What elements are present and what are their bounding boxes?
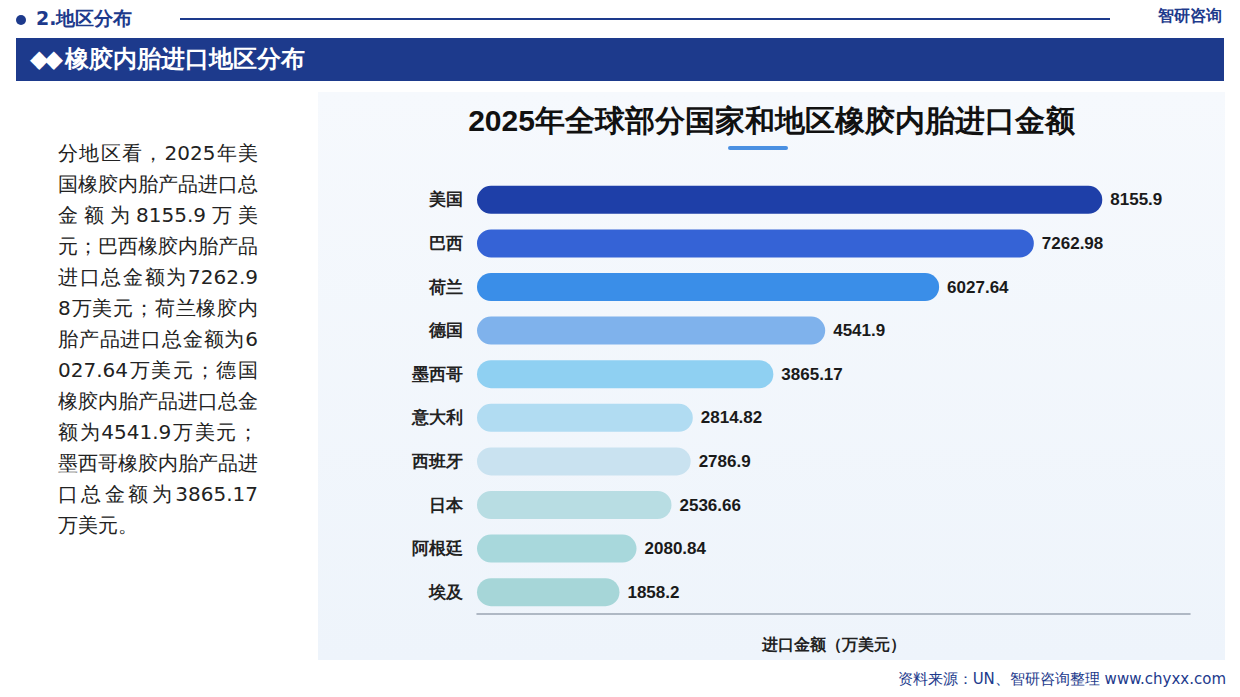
svg-text:1858.2: 1858.2 — [627, 583, 679, 602]
svg-text:6027.64: 6027.64 — [947, 278, 1009, 297]
svg-text:埃及: 埃及 — [428, 583, 464, 602]
svg-text:2080.84: 2080.84 — [645, 539, 707, 558]
svg-text:荷兰: 荷兰 — [428, 278, 463, 297]
html-text:资料来源：UN、智研咨询整理 www.chyxx.com: 资料来源：UN、智研咨询整理 www.chyxx.com — [897, 670, 1226, 688]
svg-text:美国: 美国 — [428, 190, 463, 209]
svg-text:2025年全球部分国家和地区橡胶内胎进口金额: 2025年全球部分国家和地区橡胶内胎进口金额 — [468, 104, 1075, 137]
svg-text:2536.66: 2536.66 — [679, 496, 740, 515]
svg-text:3865.17: 3865.17 — [781, 365, 842, 384]
svg-text:7262.98: 7262.98 — [1042, 234, 1103, 253]
svg-text:4541.9: 4541.9 — [833, 321, 885, 340]
svg-text:意大利: 意大利 — [411, 408, 463, 427]
html-text:智研咨询: 智研咨询 — [1158, 6, 1222, 25]
svg-text:墨西哥: 墨西哥 — [411, 365, 463, 384]
svg-text:阿根廷: 阿根廷 — [412, 539, 463, 558]
svg-text:德国: 德国 — [428, 321, 463, 340]
svg-text:日本: 日本 — [429, 496, 464, 515]
svg-text:西班牙: 西班牙 — [411, 452, 463, 471]
html-text:橡胶内胎进口地区分布: 橡胶内胎进口地区分布 — [64, 45, 305, 73]
html-text:2.地区分布: 2.地区分布 — [36, 7, 133, 29]
html-text:分地区看，2025年美国橡胶内胎产品进口总金额为8155.9: 分地区看，2025年美国橡胶内胎产品进口总金额为8155.9万美元；巴西橡胶内胎… — [58, 141, 258, 537]
svg-text:巴西: 巴西 — [429, 234, 463, 253]
svg-text:进口金额（万美元）: 进口金额（万美元） — [761, 635, 906, 654]
svg-text:2814.82: 2814.82 — [701, 408, 762, 427]
svg-text:2786.9: 2786.9 — [699, 452, 751, 471]
svg-text:8155.9: 8155.9 — [1110, 190, 1162, 209]
